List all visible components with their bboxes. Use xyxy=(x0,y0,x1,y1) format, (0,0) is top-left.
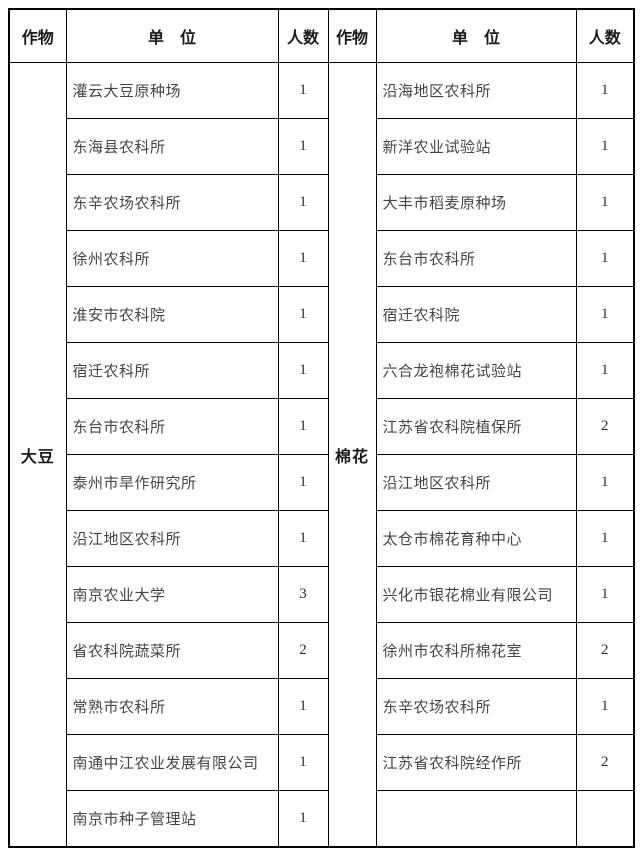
count-cell-left: 1 xyxy=(277,174,329,231)
table-row: 东辛农场农科所 1 大丰市稻麦原种场 1 xyxy=(9,174,635,231)
unit-cell-left: 南京农业大学 xyxy=(65,566,279,623)
count-cell-right: 1 xyxy=(575,286,635,343)
unit-cell-right: 宿迁农科院 xyxy=(375,286,577,343)
count-cell-right: 1 xyxy=(575,678,635,735)
unit-cell-right: 沿海地区农科所 xyxy=(375,62,577,119)
count-cell-right xyxy=(575,790,635,848)
unit-cell-left: 淮安市农科院 xyxy=(65,286,279,343)
count-cell-left: 3 xyxy=(277,566,329,623)
unit-cell-left: 南京市种子管理站 xyxy=(65,790,279,848)
count-cell-left: 1 xyxy=(277,734,329,791)
header-unit-left: 单 位 xyxy=(65,8,279,63)
count-cell-right: 1 xyxy=(575,566,635,623)
count-cell-left: 1 xyxy=(277,678,329,735)
count-cell-left: 1 xyxy=(277,286,329,343)
table-row: 南京市种子管理站 1 xyxy=(9,790,635,848)
unit-cell-right: 大丰市稻麦原种场 xyxy=(375,174,577,231)
header-row: 作物 单 位 人数 作物 单 位 人数 xyxy=(8,8,635,63)
unit-cell-right: 江苏省农科院经作所 xyxy=(375,734,577,791)
unit-cell-left: 东辛农场农科所 xyxy=(65,174,279,231)
count-cell-right: 1 xyxy=(575,342,635,399)
count-cell-left: 1 xyxy=(277,454,329,511)
unit-cell-right: 六合龙袍棉花试验站 xyxy=(375,342,577,399)
count-cell-right: 2 xyxy=(575,734,635,791)
unit-cell-right: 兴化市银花棉业有限公司 xyxy=(375,566,577,623)
count-cell-left: 1 xyxy=(277,342,329,399)
table-row: 大豆 灌云大豆原种场 1 棉花 沿海地区农科所 1 xyxy=(8,62,635,848)
unit-cell-left: 宿迁农科所 xyxy=(65,342,279,399)
header-crop-left: 作物 xyxy=(8,8,67,63)
table-row: 泰州市旱作研究所 1 沿江地区农科所 1 xyxy=(9,454,635,511)
count-cell-left: 1 xyxy=(277,790,329,848)
unit-cell-right: 太仓市棉花育种中心 xyxy=(375,510,577,567)
unit-cell-right: 东辛农场农科所 xyxy=(375,678,577,735)
count-cell-left: 1 xyxy=(277,62,329,119)
count-cell-left: 1 xyxy=(277,398,329,455)
unit-cell-right: 江苏省农科院植保所 xyxy=(375,398,577,455)
count-cell-right: 1 xyxy=(575,454,635,511)
table-row: 南通中江农业发展有限公司 1 江苏省农科院经作所 2 xyxy=(9,734,635,791)
count-cell-right: 1 xyxy=(575,62,635,119)
table-row: 常熟市农科所 1 东辛农场农科所 1 xyxy=(9,678,635,735)
unit-cell-left: 徐州农科所 xyxy=(65,230,279,287)
count-cell-left: 1 xyxy=(277,510,329,567)
header-crop-right: 作物 xyxy=(327,8,377,63)
unit-cell-left: 灌云大豆原种场 xyxy=(65,62,279,119)
table-row: 沿江地区农科所 1 太仓市棉花育种中心 1 xyxy=(9,510,635,567)
unit-cell-right: 东台市农科所 xyxy=(375,230,577,287)
unit-cell-left: 东海县农科所 xyxy=(65,118,279,175)
unit-cell-left: 沿江地区农科所 xyxy=(65,510,279,567)
table-row: 东台市农科所 1 江苏省农科院植保所 2 xyxy=(9,398,635,455)
header-count-left: 人数 xyxy=(277,8,329,63)
count-cell-right: 1 xyxy=(575,118,635,175)
header-count-right: 人数 xyxy=(575,8,635,63)
count-cell-right: 1 xyxy=(575,510,635,567)
crop-personnel-table: 作物 单 位 人数 作物 单 位 人数 大豆 灌云大豆原种场 1 棉花 沿海地区农科所 1… xyxy=(8,8,635,848)
unit-cell-right: 沿江地区农科所 xyxy=(375,454,577,511)
crop-label-cotton: 棉花 xyxy=(327,62,377,848)
count-cell-right: 2 xyxy=(575,622,635,679)
unit-cell-left: 南通中江农业发展有限公司 xyxy=(65,734,279,791)
count-cell-left: 2 xyxy=(277,622,329,679)
unit-cell-left: 省农科院蔬菜所 xyxy=(65,622,279,679)
crop-personnel-table-container: 作物 单 位 人数 作物 单 位 人数 大豆 灌云大豆原种场 1 棉花 沿海地区农科所 1… xyxy=(8,8,635,848)
table-row: 省农科院蔬菜所 2 徐州市农科所棉花室 2 xyxy=(9,622,635,679)
unit-cell-left: 常熟市农科所 xyxy=(65,678,279,735)
count-cell-right: 2 xyxy=(575,398,635,455)
count-cell-left: 1 xyxy=(277,118,329,175)
unit-cell-right: 新洋农业试验站 xyxy=(375,118,577,175)
header-unit-right: 单 位 xyxy=(375,8,577,63)
crop-label-soybean: 大豆 xyxy=(8,62,67,848)
table-row: 南京农业大学 3 兴化市银花棉业有限公司 1 xyxy=(9,566,635,623)
table-row: 淮安市农科院 1 宿迁农科院 1 xyxy=(9,286,635,343)
table-row: 徐州农科所 1 东台市农科所 1 xyxy=(9,230,635,287)
table-row: 东海县农科所 1 新洋农业试验站 1 xyxy=(9,118,635,175)
unit-cell-left: 东台市农科所 xyxy=(65,398,279,455)
count-cell-right: 1 xyxy=(575,230,635,287)
unit-cell-right: 徐州市农科所棉花室 xyxy=(375,622,577,679)
count-cell-left: 1 xyxy=(277,230,329,287)
unit-cell-left: 泰州市旱作研究所 xyxy=(65,454,279,511)
table-row: 宿迁农科所 1 六合龙袍棉花试验站 1 xyxy=(9,342,635,399)
count-cell-right: 1 xyxy=(575,174,635,231)
unit-cell-right xyxy=(375,790,577,848)
